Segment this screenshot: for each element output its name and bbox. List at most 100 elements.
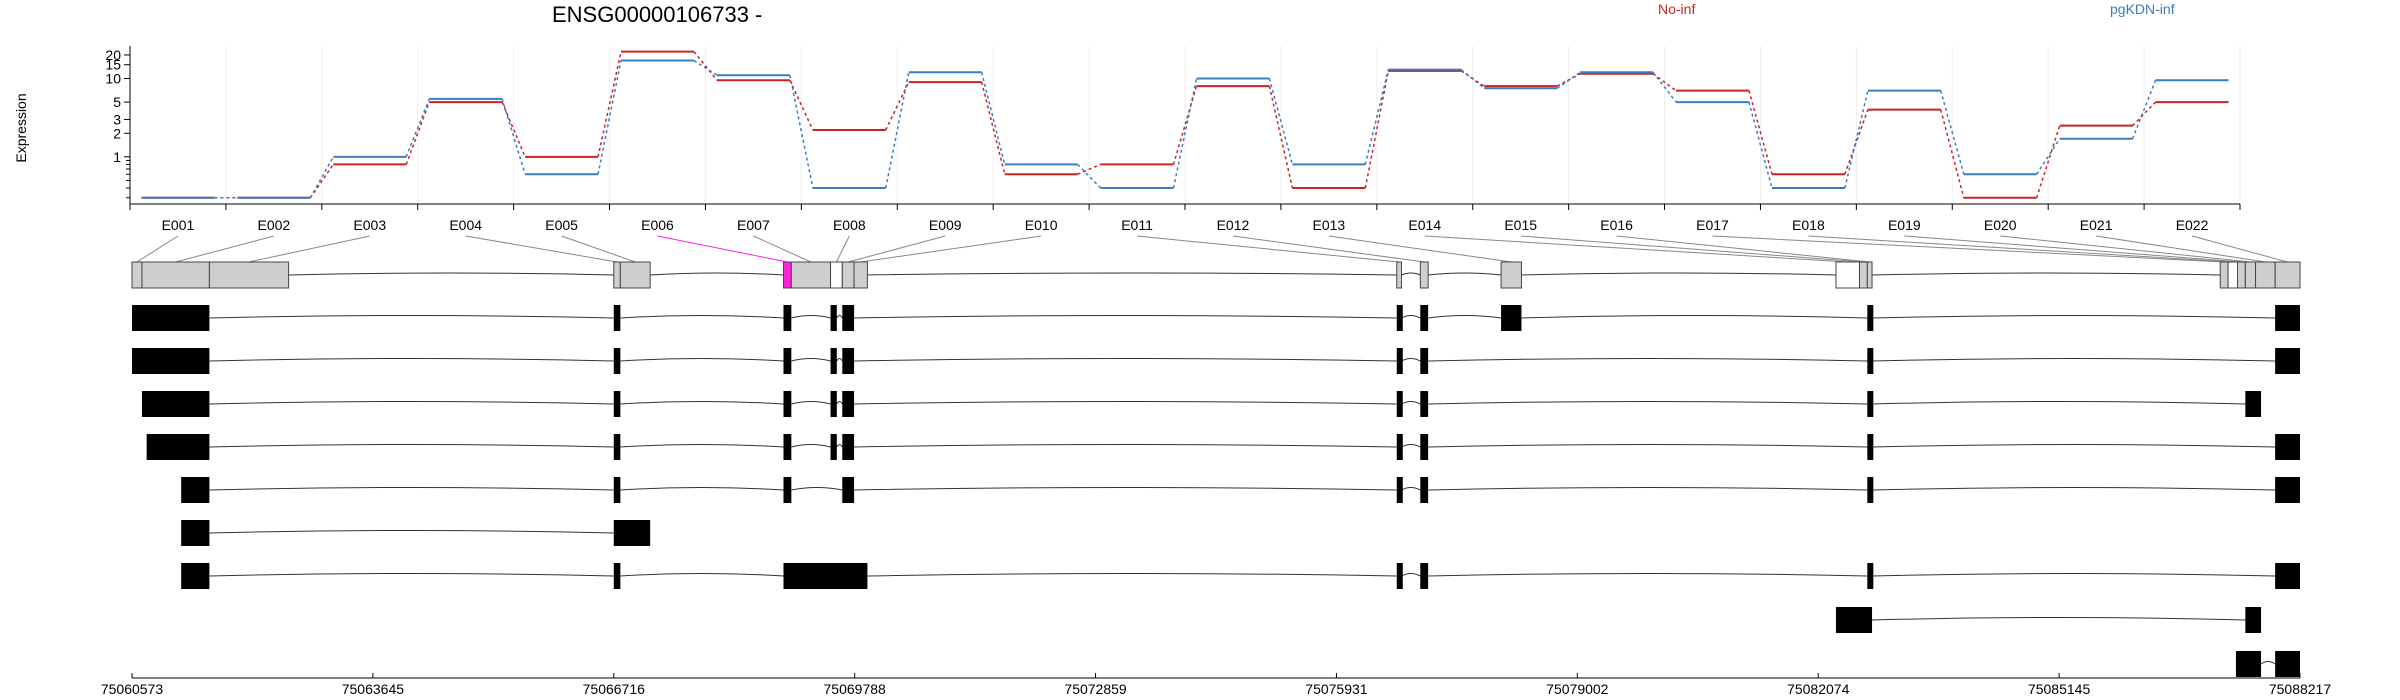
transcript-exon — [146, 434, 210, 460]
transcript-intron — [1872, 315, 2276, 319]
exon-label-row: E001 E002 E003 E004 E005 E006 E007 E008 E009 E010… — [162, 217, 2209, 233]
transcript-exon — [613, 520, 651, 546]
coordinate-label: 75063645 — [342, 681, 405, 697]
transcript-intron — [209, 401, 614, 405]
exon-label: E008 — [833, 217, 866, 233]
exon-label: E018 — [1792, 217, 1825, 233]
exon-box — [2244, 261, 2257, 289]
transcript-exon — [1420, 391, 1429, 417]
transcript-intron — [1428, 401, 1868, 405]
transcript-intron — [1401, 444, 1421, 448]
transcript-exon — [1867, 391, 1874, 417]
series-connector — [1556, 71, 1581, 89]
exon-connector — [2096, 235, 2266, 263]
transcript-exon — [1420, 477, 1429, 503]
transcript-row — [181, 520, 651, 546]
transcript-intron — [1401, 315, 1421, 319]
y-tick-label: 5 — [113, 94, 121, 110]
transcript-exon — [2275, 563, 2300, 589]
transcript-intron — [209, 573, 614, 577]
transcript-exon — [2275, 651, 2300, 677]
y-axis-label: Expression — [13, 93, 29, 162]
transcript-tracks — [132, 305, 2300, 677]
transcript-intron — [854, 444, 1397, 448]
transcript-row — [141, 391, 2262, 417]
transcript-exon — [132, 305, 210, 331]
series-connector — [2036, 138, 2061, 175]
transcript-intron — [1521, 315, 1868, 319]
y-tick-label: 2 — [113, 125, 121, 141]
coordinate-label: 75075931 — [1305, 681, 1368, 697]
exon-box — [841, 261, 855, 289]
series-connector — [1077, 163, 1101, 175]
transcript-exon — [1867, 348, 1874, 374]
transcript-exon — [613, 348, 621, 374]
exon-label: E014 — [1408, 217, 1441, 233]
exon-connector — [2000, 235, 2251, 263]
y-tick-label: 20 — [105, 47, 121, 63]
transcript-exon — [783, 434, 792, 460]
transcript-row — [132, 305, 2300, 331]
series-connector — [885, 72, 910, 189]
transcript-intron — [867, 573, 1397, 577]
transcript-exon — [613, 434, 621, 460]
exon-label: E004 — [449, 217, 482, 233]
transcript-exon — [1420, 563, 1429, 589]
transcript-exon — [1867, 434, 1874, 460]
exon-label: E013 — [1313, 217, 1346, 233]
transcript-exon — [830, 391, 837, 417]
transcript-intron — [854, 487, 1397, 491]
exon-label: E012 — [1217, 217, 1250, 233]
transcript-intron — [1872, 358, 2276, 362]
exon-box — [613, 261, 621, 289]
transcript-row — [2235, 651, 2300, 677]
transcript-exon — [1396, 434, 1403, 460]
series-connector — [1172, 78, 1198, 189]
transcript-intron — [854, 315, 1397, 319]
transcript-exon — [1396, 348, 1403, 374]
transcript-row — [132, 348, 2300, 374]
exon-label: E022 — [2176, 217, 2209, 233]
exon-label: E009 — [929, 217, 962, 233]
exon-box — [1835, 261, 1860, 289]
exon-connector — [860, 235, 1042, 263]
transcript-intron — [1401, 358, 1421, 362]
exon-connector — [465, 235, 618, 263]
exon-connector — [1808, 235, 2233, 263]
transcript-intron — [791, 401, 831, 405]
exon-label: E021 — [2080, 217, 2113, 233]
gridlines — [129, 46, 2241, 204]
exon-connector — [1616, 235, 1870, 263]
transcript-exon — [2245, 607, 2262, 633]
transcript-intron — [1872, 487, 2276, 491]
transcript-exon — [181, 563, 210, 589]
transcript-exon — [783, 477, 792, 503]
transcript-exon — [1396, 391, 1403, 417]
intron-line — [1872, 272, 2221, 276]
transcript-intron — [620, 358, 784, 362]
transcript-exon — [181, 477, 210, 503]
exon-label: E001 — [162, 217, 195, 233]
transcript-intron — [1401, 401, 1421, 405]
exon-box — [1858, 261, 1868, 289]
transcript-exon — [842, 477, 855, 503]
series-connector — [597, 60, 622, 175]
series-connector — [1748, 90, 1773, 175]
exon-connector — [561, 235, 636, 263]
transcript-exon — [1420, 305, 1429, 331]
transcript-intron — [791, 315, 831, 319]
transcript-exon — [783, 348, 792, 374]
transcript-intron — [620, 401, 784, 405]
transcript-row — [181, 563, 2300, 589]
transcript-exon — [181, 520, 210, 546]
coordinate-label: 75079002 — [1546, 681, 1609, 697]
exon-connector — [175, 235, 274, 263]
transcript-exon — [1420, 348, 1429, 374]
transcript-intron — [1872, 573, 2276, 577]
series-connector — [405, 101, 430, 165]
exon-box — [1866, 261, 1873, 289]
transcript-intron — [836, 401, 843, 405]
coordinate-label: 75066716 — [583, 681, 646, 697]
transcript-exon — [842, 391, 855, 417]
